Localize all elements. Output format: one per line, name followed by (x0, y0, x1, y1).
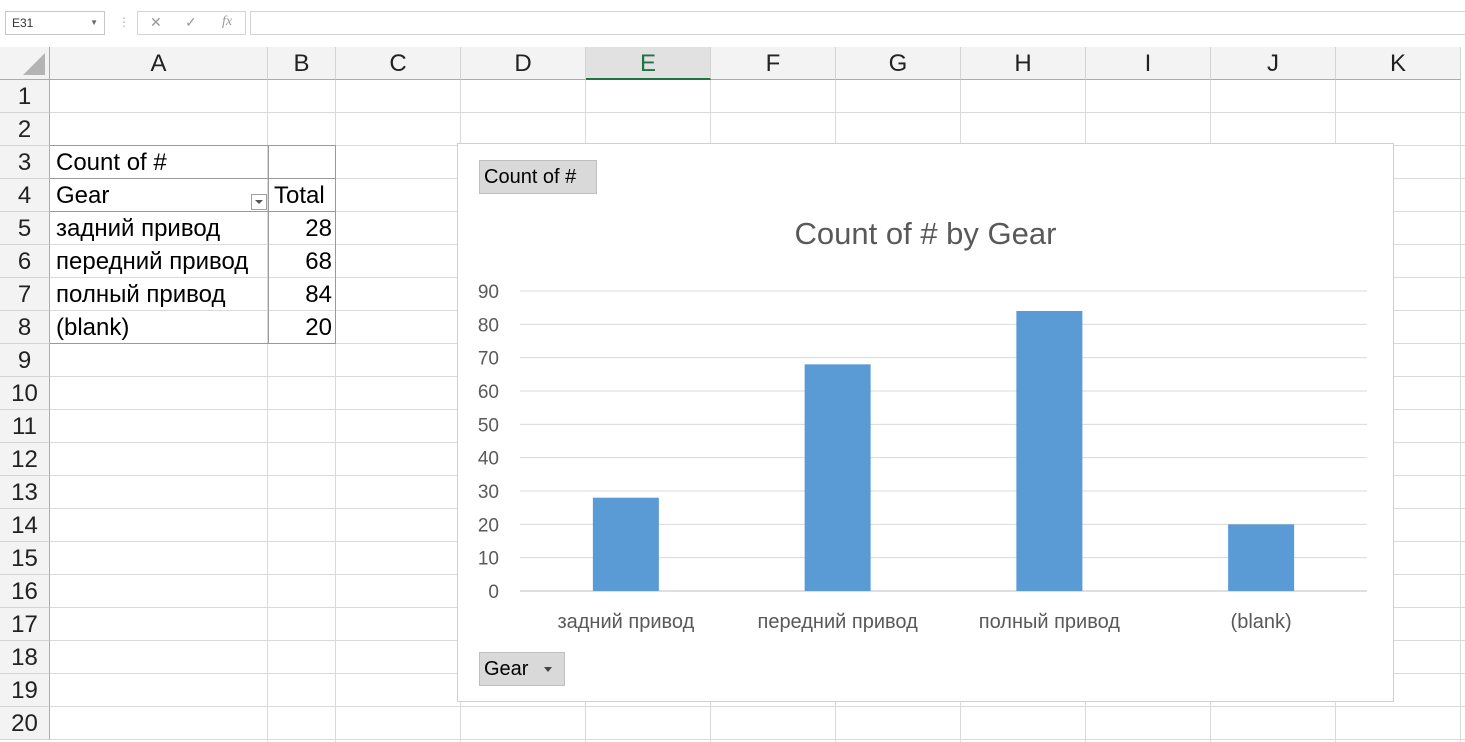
row-header-16[interactable]: 16 (0, 575, 50, 608)
row-header-10[interactable]: 10 (0, 377, 50, 410)
row-header-18[interactable]: 18 (0, 641, 50, 674)
x-category-label: (blank) (1231, 611, 1292, 633)
select-all-button[interactable] (0, 47, 50, 80)
pivot-chart[interactable]: Count of # Count of # by Gear 0 10 20 30 40 5… (457, 143, 1394, 702)
pivot-item-label[interactable]: (blank) (56, 314, 130, 341)
x-category-label: передний привод (757, 611, 918, 633)
y-tick-label: 50 (478, 415, 499, 436)
gridline (267, 80, 268, 742)
value-field-label: Count of # (484, 166, 577, 188)
row-header-11[interactable]: 11 (0, 410, 50, 443)
pivot-item-value[interactable]: 20 (305, 314, 332, 341)
y-tick-label: 80 (478, 315, 499, 336)
y-tick-label: 10 (478, 549, 499, 570)
column-header-b[interactable]: B (268, 47, 336, 80)
column-header-d[interactable]: D (461, 47, 586, 80)
row-header-9[interactable]: 9 (0, 344, 50, 377)
column-header-g[interactable]: G (836, 47, 961, 80)
chevron-down-icon[interactable] (544, 667, 552, 672)
pivot-border (50, 211, 336, 212)
pivot-value-header[interactable]: Count of # (56, 149, 167, 176)
pivot-total-header[interactable]: Total (274, 182, 325, 209)
name-box[interactable]: E31 ▼ (5, 11, 105, 35)
row-header-14[interactable]: 14 (0, 509, 50, 542)
row-header-12[interactable]: 12 (0, 443, 50, 476)
column-header-c[interactable]: C (336, 47, 461, 80)
y-tick-label: 20 (478, 515, 499, 536)
row-header-7[interactable]: 7 (0, 278, 50, 311)
gridline (50, 112, 1465, 113)
chevron-down-icon[interactable]: ▼ (90, 18, 98, 27)
pivot-item-value[interactable]: 68 (305, 248, 332, 275)
row-header-20[interactable]: 20 (0, 707, 50, 740)
fx-icon[interactable]: fx (222, 14, 233, 29)
row-header-1[interactable]: 1 (0, 80, 50, 113)
cancel-icon[interactable]: ✕ (150, 14, 162, 30)
filter-dropdown-icon[interactable] (251, 194, 267, 210)
pivot-border (50, 145, 336, 146)
pivot-item-value[interactable]: 28 (305, 215, 332, 242)
x-category-label: задний привод (557, 611, 694, 633)
column-header-i[interactable]: I (1086, 47, 1211, 80)
row-header-8[interactable]: 8 (0, 311, 50, 344)
gridline (50, 706, 1465, 707)
gridline (50, 739, 1465, 740)
row-header-5[interactable]: 5 (0, 212, 50, 245)
pivot-item-label[interactable]: задний привод (56, 215, 221, 242)
row-header-13[interactable]: 13 (0, 476, 50, 509)
column-header-e[interactable]: E (586, 47, 711, 80)
pivot-border (335, 145, 336, 344)
row-header-3[interactable]: 3 (0, 146, 50, 179)
pivot-item-value[interactable]: 84 (305, 281, 332, 308)
axis-field-label: Gear (484, 658, 529, 680)
formula-input[interactable] (250, 11, 1465, 35)
formula-buttons: ✕ ✓ fx (137, 11, 246, 35)
name-box-value: E31 (12, 16, 34, 30)
column-header-h[interactable]: H (961, 47, 1086, 80)
chart-title[interactable]: Count of # by Gear (794, 216, 1057, 251)
pivot-border (50, 178, 336, 179)
row-header-17[interactable]: 17 (0, 608, 50, 641)
y-tick-label: 0 (488, 582, 499, 603)
vertical-dots-icon[interactable]: ⋮ (118, 15, 130, 29)
chart-plot-area: 0 10 20 30 40 50 60 70 80 90 задний привод передний… (478, 282, 1367, 633)
axis-field-button[interactable]: Gear (479, 652, 565, 686)
pivot-item-label[interactable]: полный привод (56, 281, 226, 308)
y-tick-label: 60 (478, 382, 499, 403)
pivot-border (50, 343, 336, 344)
enter-icon[interactable]: ✓ (185, 14, 197, 30)
pivot-row-label[interactable]: Gear (56, 182, 110, 209)
x-category-label: полный привод (979, 611, 1121, 633)
row-header-19[interactable]: 19 (0, 674, 50, 707)
pivot-border (268, 145, 269, 344)
row-header-6[interactable]: 6 (0, 245, 50, 278)
bar[interactable] (1228, 524, 1295, 591)
row-header-4[interactable]: 4 (0, 179, 50, 212)
column-header-f[interactable]: F (711, 47, 836, 80)
column-header-a[interactable]: A (50, 47, 268, 80)
bar[interactable] (804, 364, 871, 591)
y-tick-label: 30 (478, 482, 499, 503)
y-tick-label: 40 (478, 449, 499, 470)
gridline (1460, 80, 1461, 742)
y-tick-label: 70 (478, 349, 499, 370)
row-header-2[interactable]: 2 (0, 113, 50, 146)
row-header-15[interactable]: 15 (0, 542, 50, 575)
column-header-k[interactable]: K (1336, 47, 1461, 80)
pivot-item-label[interactable]: передний привод (56, 248, 249, 275)
value-field-button[interactable]: Count of # (479, 160, 597, 194)
formula-bar: E31 ▼ ⋮ ✕ ✓ fx (0, 0, 1465, 47)
y-tick-label: 90 (478, 282, 499, 303)
column-header-j[interactable]: J (1211, 47, 1336, 80)
gridline (335, 80, 336, 742)
bar[interactable] (592, 497, 659, 591)
bar[interactable] (1016, 311, 1083, 591)
